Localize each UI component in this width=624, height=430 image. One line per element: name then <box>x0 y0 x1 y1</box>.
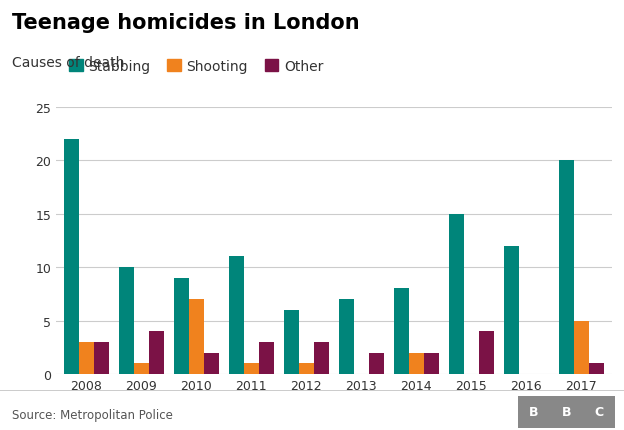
Bar <box>94 342 109 374</box>
Bar <box>204 353 218 374</box>
Text: B: B <box>529 405 539 418</box>
Bar <box>339 299 354 374</box>
Bar <box>504 246 519 374</box>
Bar <box>449 214 464 374</box>
Bar <box>189 299 204 374</box>
Legend: Stabbing, Shooting, Other: Stabbing, Shooting, Other <box>63 54 329 79</box>
Bar <box>314 342 329 374</box>
Text: B: B <box>562 405 571 418</box>
Text: Teenage homicides in London: Teenage homicides in London <box>12 13 360 33</box>
Bar <box>259 342 274 374</box>
Bar <box>149 332 163 374</box>
Bar <box>369 353 384 374</box>
Bar <box>134 363 149 374</box>
Bar <box>479 332 494 374</box>
Bar <box>574 321 588 374</box>
FancyBboxPatch shape <box>583 397 612 426</box>
FancyBboxPatch shape <box>552 397 580 426</box>
Bar <box>588 363 603 374</box>
Bar <box>284 310 299 374</box>
Text: Causes of death: Causes of death <box>12 56 125 70</box>
Text: C: C <box>594 405 603 418</box>
Bar <box>244 363 259 374</box>
Bar <box>119 267 134 374</box>
Bar <box>79 342 94 374</box>
Bar <box>299 363 314 374</box>
Bar <box>559 161 574 374</box>
Bar <box>424 353 439 374</box>
Bar <box>409 353 424 374</box>
Bar <box>229 257 244 374</box>
Bar <box>394 289 409 374</box>
Bar <box>174 278 189 374</box>
Bar <box>64 139 79 374</box>
Text: Source: Metropolitan Police: Source: Metropolitan Police <box>12 408 173 421</box>
FancyBboxPatch shape <box>519 397 548 426</box>
